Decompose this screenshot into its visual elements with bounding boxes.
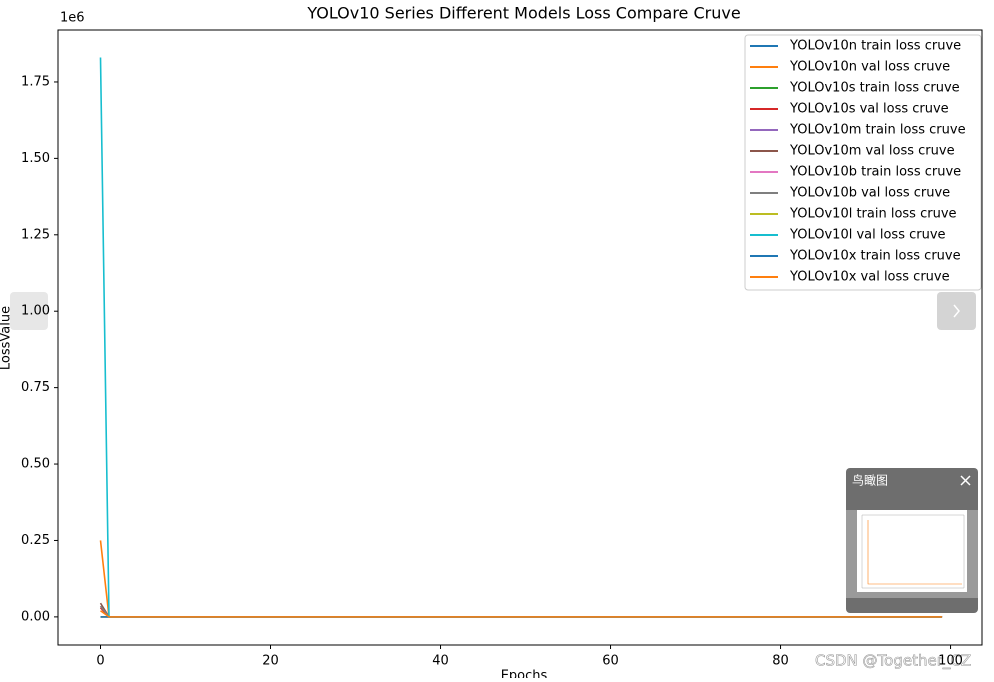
x-tick-label: 80 <box>772 654 789 669</box>
legend-label: YOLOv10b train loss cruve <box>789 165 961 180</box>
x-tick-label: 0 <box>96 654 104 669</box>
watermark: CSDN @Together_CZ <box>815 652 971 671</box>
next-button[interactable] <box>937 292 976 330</box>
close-icon[interactable] <box>960 475 971 486</box>
axes-frame <box>57 29 983 646</box>
legend-label: YOLOv10b val loss cruve <box>789 186 950 201</box>
series-line <box>99 607 943 618</box>
legend-label: YOLOv10n val loss cruve <box>789 60 950 75</box>
x-tick-label: 60 <box>602 654 619 669</box>
series-line <box>99 605 943 618</box>
legend: YOLOv10n train loss cruve YOLOv10n val lo… <box>750 39 966 285</box>
legend-label: YOLOv10x train loss cruve <box>789 249 961 264</box>
legend-label: YOLOv10l val loss cruve <box>789 228 946 243</box>
y-tick-label: 1.75 <box>21 74 50 89</box>
minimap-line <box>867 520 962 585</box>
legend-label: YOLOv10m train loss cruve <box>789 123 966 138</box>
legend-label: YOLOv10m val loss cruve <box>789 144 955 159</box>
y-tick-label: 0.00 <box>21 609 50 624</box>
legend-box <box>744 34 982 291</box>
plot <box>99 57 943 618</box>
series-line <box>100 610 943 618</box>
y-tick-label: 1.50 <box>21 151 50 166</box>
legend-label: YOLOv10s train loss cruve <box>789 81 960 96</box>
y-tick-label: 1.00 <box>21 304 50 319</box>
x-tick-label: 20 <box>262 654 279 669</box>
x-tick-label: 40 <box>432 654 449 669</box>
legend-label: YOLOv10x val loss cruve <box>789 270 950 285</box>
minimap-frame <box>861 514 965 589</box>
y-tick-label: 0.25 <box>21 533 50 548</box>
legend-label: YOLOv10l train loss cruve <box>789 207 957 222</box>
y-tick-label: 0.50 <box>21 457 50 472</box>
minimap-thumbnail <box>857 510 967 592</box>
y-tick-label: 0.75 <box>21 380 50 395</box>
series-line <box>99 602 943 618</box>
legend-label: YOLOv10s val loss cruve <box>789 102 949 117</box>
series-line <box>99 540 943 618</box>
legend-label: YOLOv10n train loss cruve <box>789 39 961 54</box>
y-offset-label: 1e6 <box>60 11 85 26</box>
prev-button[interactable] <box>10 292 48 330</box>
chart-title: YOLOv10 Series Different Models Loss Com… <box>306 4 740 23</box>
x-tick-label: 100 <box>938 654 963 669</box>
minimap-title: 鸟瞰图 <box>852 473 888 488</box>
y-tick-label: 1.25 <box>21 227 50 242</box>
next-icon <box>953 304 960 318</box>
x-axis-label: Epochs <box>501 669 548 679</box>
